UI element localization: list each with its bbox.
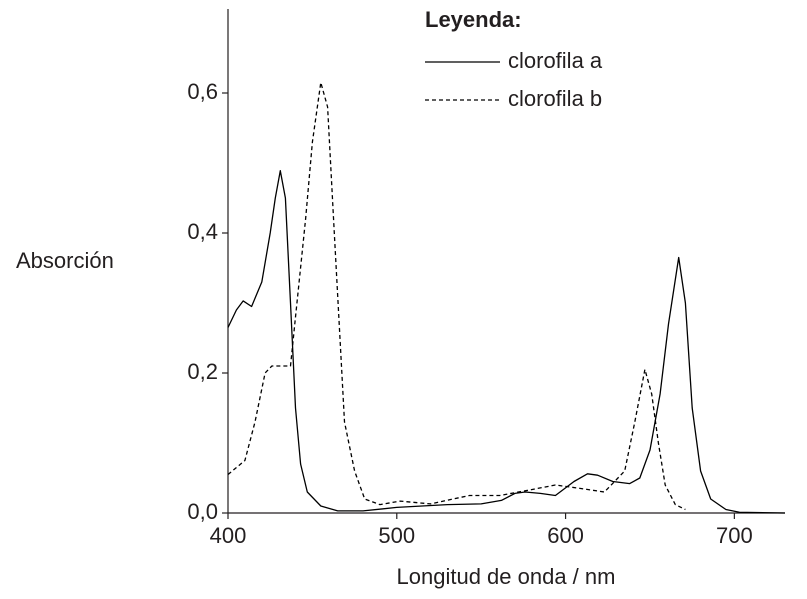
- y-tick-label: 0,6: [187, 79, 218, 104]
- y-tick-label: 0,0: [187, 499, 218, 524]
- data-line: [227, 170, 786, 514]
- y-axis-label: Absorción: [16, 248, 114, 273]
- x-tick-label: 400: [210, 523, 247, 548]
- x-axis-label: Longitud de onda / nm: [397, 564, 616, 589]
- x-tick-label: 500: [378, 523, 415, 548]
- data-line: [227, 81, 686, 511]
- y-tick-label: 0,2: [187, 359, 218, 384]
- y-tick-label: 0,4: [187, 219, 218, 244]
- legend-label: clorofila a: [508, 48, 603, 73]
- legend-label: clorofila b: [508, 86, 602, 111]
- legend-title: Leyenda:: [425, 7, 522, 32]
- x-tick-label: 700: [716, 523, 753, 548]
- x-tick-label: 600: [547, 523, 584, 548]
